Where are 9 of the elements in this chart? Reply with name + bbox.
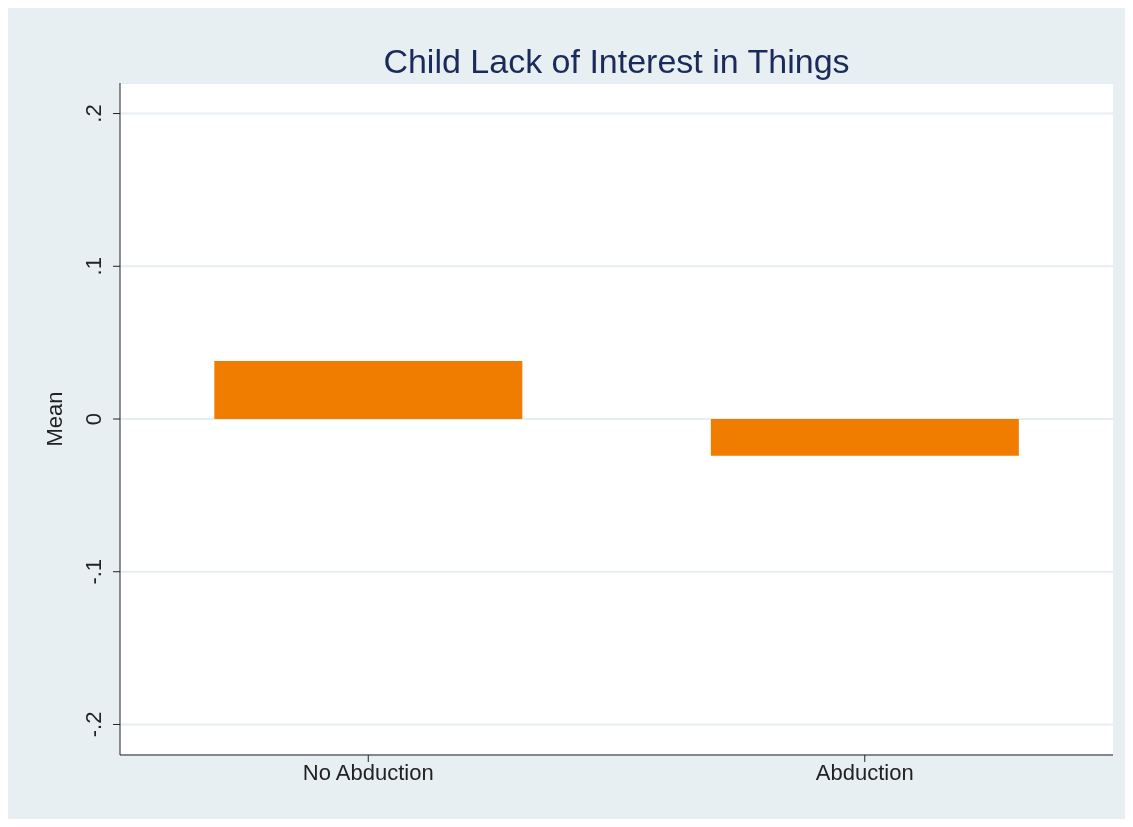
x-tick-label: Abduction [815,759,914,785]
chart-title: Child Lack of Interest in Things [382,42,851,81]
y-tick-label: -.1 [81,558,106,585]
y-axis-title: Mean [41,391,67,447]
y-tick-label: .2 [81,104,106,123]
y-tick-label: -.2 [81,711,106,738]
y-tick-label: 0 [81,412,106,426]
y-tick-label: .1 [81,257,106,276]
x-tick-label: No Abduction [302,759,434,785]
